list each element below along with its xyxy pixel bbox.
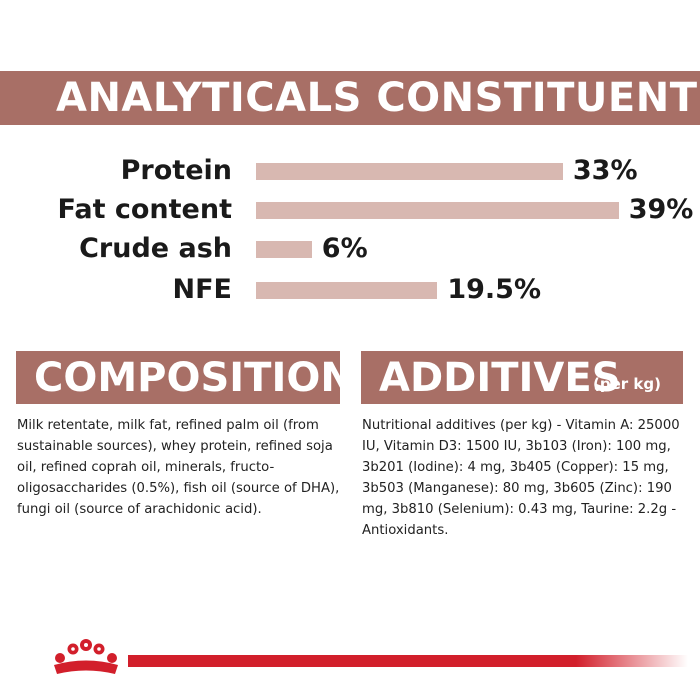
bar-value-label: 33%: [572, 155, 638, 186]
analytical-constituents-banner: ANALYTICALS CONSTITUENTS: [0, 71, 700, 125]
composition-text: Milk retentate, milk fat, refined palm o…: [17, 418, 340, 517]
additives-heading: ADDITIVES: [379, 355, 621, 401]
page-title: ANALYTICALS CONSTITUENTS: [56, 75, 700, 121]
footer-brand-stripe: [128, 655, 688, 667]
bar-label: NFE: [172, 274, 232, 305]
bar: [256, 241, 312, 258]
composition-banner: COMPOSITION: [16, 351, 354, 404]
bar-value-label: 19.5%: [447, 274, 542, 305]
additives-text: Nutritional additives (per kg) - Vitamin…: [362, 418, 680, 538]
bar-label: Protein: [120, 155, 232, 186]
royal-canin-crown-icon: [54, 639, 118, 674]
bar-value-label: 39%: [628, 194, 694, 225]
constituents-bar-chart: Protein 33% Fat content 39% Crude ash 6% NFE 19…: [0, 140, 700, 320]
bar-label: Fat content: [57, 194, 232, 225]
additives-banner: ADDITIVES (per kg): [361, 351, 683, 404]
additives-heading-suffix: (per kg): [593, 375, 661, 393]
bar: [256, 163, 563, 180]
bar: [256, 282, 438, 299]
composition-heading: COMPOSITION: [34, 355, 354, 401]
bar: [256, 202, 619, 219]
bar-label: Crude ash: [79, 233, 232, 264]
bar-value-label: 6%: [321, 233, 368, 264]
